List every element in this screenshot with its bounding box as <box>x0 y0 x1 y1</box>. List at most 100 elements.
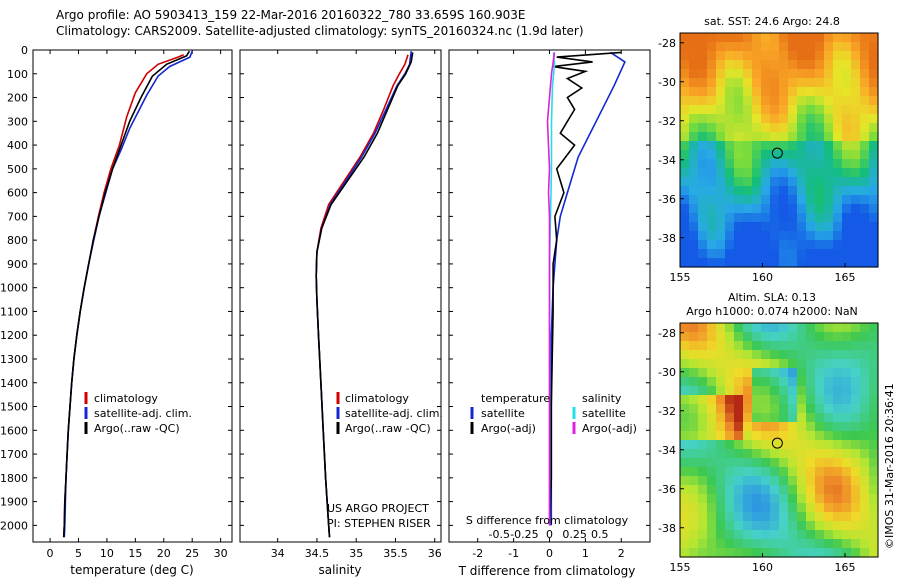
map-cell <box>842 159 852 169</box>
map-cell <box>842 323 852 333</box>
map-cell <box>842 123 852 133</box>
map-cell <box>779 96 789 106</box>
map-cell <box>869 386 879 396</box>
legend-label-climatology: climatology <box>94 392 158 405</box>
map-cell <box>770 404 780 414</box>
map-cell <box>779 521 789 531</box>
difference-depth-ticks <box>449 49 650 526</box>
map-cell <box>743 449 753 459</box>
map-cell <box>779 458 789 468</box>
map-cell <box>770 449 780 459</box>
map-cell <box>716 87 726 97</box>
map-cell <box>860 204 870 214</box>
map-cell <box>734 87 744 97</box>
map-cell <box>824 377 834 387</box>
map-cell <box>734 350 744 360</box>
map-cell <box>680 467 690 477</box>
map-cell <box>797 195 807 205</box>
s-tick-label: -0.25 <box>510 528 538 541</box>
map-cell <box>725 494 735 504</box>
depth-tick-label: 1300 <box>0 353 28 366</box>
map-cell <box>860 494 870 504</box>
map-cell <box>806 177 816 187</box>
series-line-argo <box>315 52 414 538</box>
map-cell <box>842 467 852 477</box>
map-cell <box>707 449 717 459</box>
map-cell <box>860 440 870 450</box>
map-cell <box>689 69 699 79</box>
map-cell <box>833 368 843 378</box>
map-cell <box>734 105 744 115</box>
map-cell <box>698 42 708 52</box>
map-cell <box>707 123 717 133</box>
map-cell <box>752 240 762 250</box>
map-cell <box>680 422 690 432</box>
map-cell <box>851 60 861 70</box>
map-cell <box>869 449 879 459</box>
map-cell <box>716 494 726 504</box>
map-cell <box>797 249 807 259</box>
map-cell <box>770 222 780 232</box>
map-cell <box>851 123 861 133</box>
map-cell <box>815 359 825 369</box>
map-cell <box>752 150 762 160</box>
map-cell <box>869 240 879 250</box>
map-cell <box>806 449 816 459</box>
map-cell <box>860 422 870 432</box>
map-cell <box>743 548 753 558</box>
map-cell <box>851 105 861 115</box>
map-cell <box>860 105 870 115</box>
map-cell <box>797 368 807 378</box>
map-cell <box>761 114 771 124</box>
map-cell <box>698 449 708 459</box>
map-cell <box>770 195 780 205</box>
map-cell <box>869 204 879 214</box>
map-cell <box>716 404 726 414</box>
map-cell <box>824 440 834 450</box>
map-cell <box>842 168 852 178</box>
map-cell <box>743 494 753 504</box>
map-cell <box>842 69 852 79</box>
lat-tick-label: -30 <box>658 366 676 379</box>
map-cell <box>698 33 708 43</box>
map-cell <box>797 213 807 223</box>
argo-location-marker <box>771 437 783 449</box>
map-cell <box>698 177 708 187</box>
map-cell <box>680 341 690 351</box>
map-cell <box>743 332 753 342</box>
map-cell <box>815 33 825 43</box>
map-cell <box>707 87 717 97</box>
map-cell <box>680 530 690 540</box>
map-cell <box>842 404 852 414</box>
map-cell <box>806 87 816 97</box>
map-cell <box>743 359 753 369</box>
lat-tick-label: -36 <box>658 193 676 206</box>
map-cell <box>698 431 708 441</box>
map-cell <box>860 476 870 486</box>
map-cell <box>716 395 726 405</box>
map-cell <box>770 168 780 178</box>
map-cell <box>743 213 753 223</box>
map-cell <box>734 69 744 79</box>
map-cell <box>716 440 726 450</box>
map-cell <box>680 395 690 405</box>
map-cell <box>689 231 699 241</box>
map-cell <box>752 332 762 342</box>
map-cell <box>707 521 717 531</box>
map-cell <box>797 404 807 414</box>
map-cell <box>680 503 690 513</box>
map-cell <box>806 231 816 241</box>
map-cell <box>725 449 735 459</box>
map-cell <box>689 123 699 133</box>
map-cell <box>869 33 879 43</box>
map-cell <box>743 431 753 441</box>
map-cell <box>833 141 843 151</box>
map-cell <box>761 177 771 187</box>
map-cell <box>734 222 744 232</box>
map-cell <box>806 395 816 405</box>
map-cell <box>815 78 825 88</box>
map-cell <box>734 449 744 459</box>
map-cell <box>806 186 816 196</box>
map-cell <box>815 231 825 241</box>
map-cell <box>860 231 870 241</box>
